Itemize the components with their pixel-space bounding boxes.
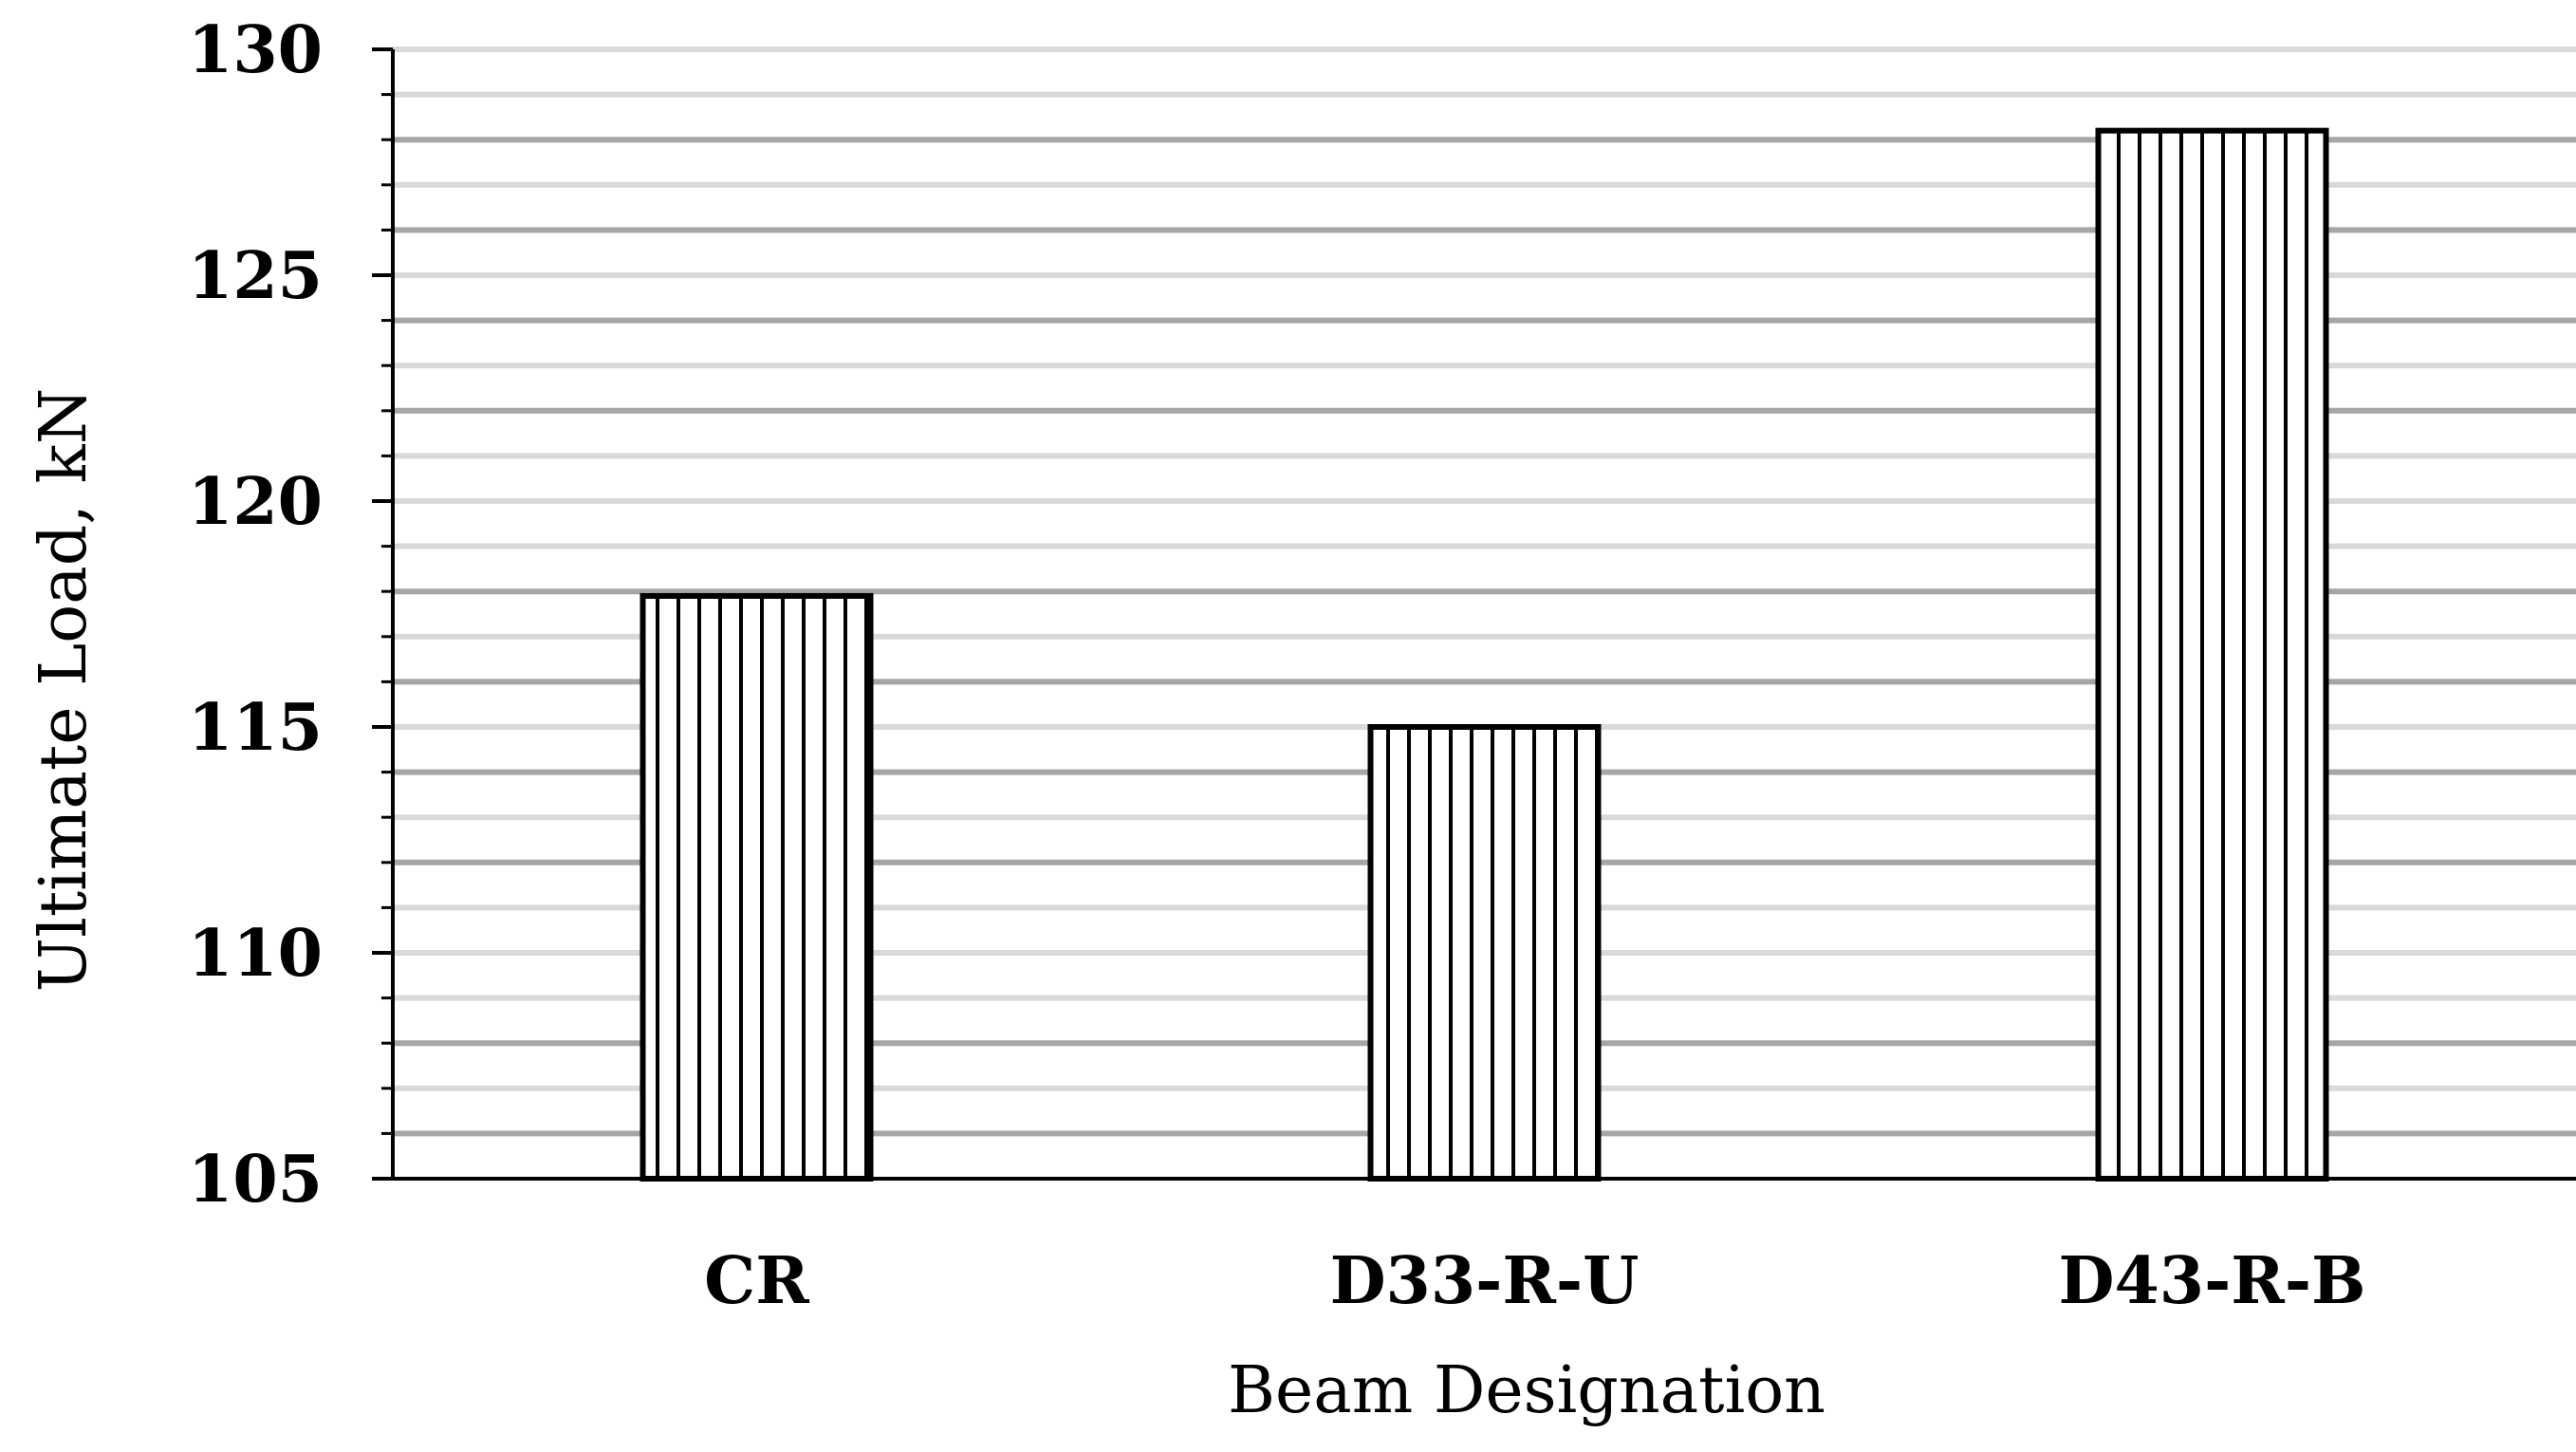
- x-category-label: D43-R-B: [2058, 1243, 2365, 1319]
- x-category-label: D33-R-U: [1330, 1243, 1640, 1319]
- y-tick-label: 130: [188, 12, 323, 88]
- y-tick-label: 105: [188, 1142, 323, 1218]
- x-category-label: CR: [704, 1243, 809, 1319]
- axes: [372, 47, 2576, 1181]
- y-axis-title: Ultimate Load, kN: [27, 388, 102, 992]
- bars: [639, 127, 2329, 1182]
- x-axis-title: Beam Designation: [1228, 1353, 1825, 1428]
- y-tick-label: 110: [188, 916, 323, 992]
- bar-cr: [639, 592, 874, 1182]
- x-category-labels: CR D33-R-U D43-R-B: [704, 1243, 2365, 1319]
- y-tick-labels: 105 110 115 120 125 130: [188, 12, 323, 1218]
- bar-d43-r-b: [2095, 127, 2329, 1182]
- y-tick-label: 120: [188, 464, 323, 540]
- y-tick-label: 115: [188, 690, 323, 766]
- bar-d33-r-u: [1367, 724, 1602, 1182]
- y-tick-label: 125: [188, 238, 323, 314]
